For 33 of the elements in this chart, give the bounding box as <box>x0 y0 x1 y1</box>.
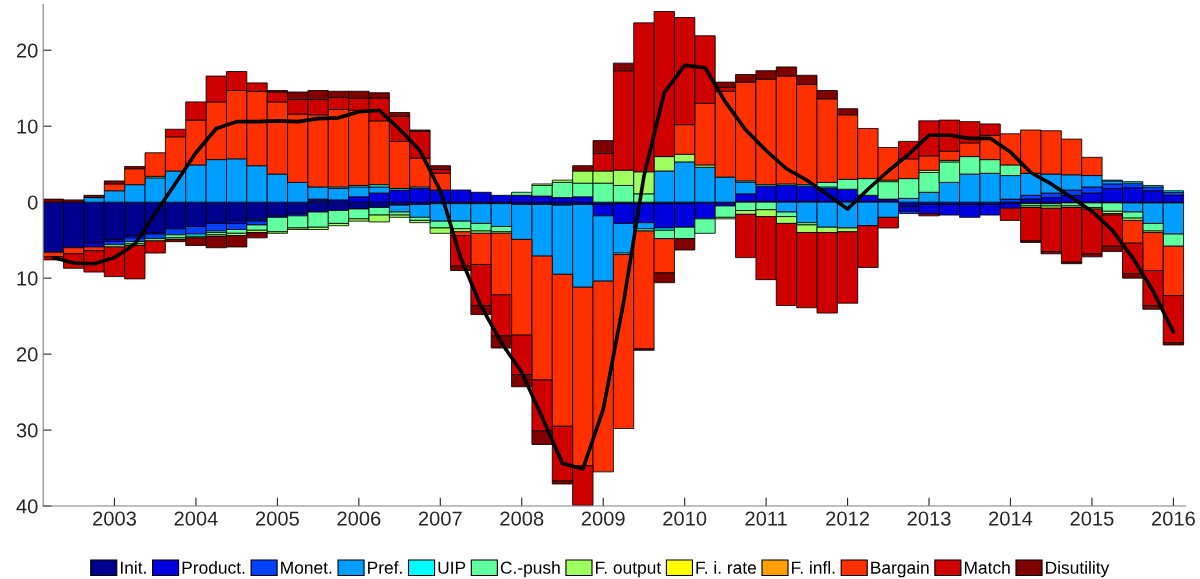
legend-label: Disutility <box>1046 561 1110 578</box>
y-tick-label: 0 <box>27 195 38 210</box>
x-tick-label: 2004 <box>174 511 218 526</box>
y-tick-label: 20 <box>16 43 38 58</box>
legend-label: Product. <box>182 561 245 574</box>
x-tick-label: 2015 <box>1070 511 1114 526</box>
legend-label: UIP <box>438 561 466 574</box>
y-tick-label: 10 <box>17 271 38 286</box>
legend-label: F. output <box>596 561 662 578</box>
x-tick-label: 2016 <box>1152 511 1195 526</box>
x-tick-label: 2003 <box>93 511 136 526</box>
x-tick-label: 2014 <box>989 511 1033 526</box>
legend-label: Match <box>964 561 1010 574</box>
x-tick-label: 2011 <box>745 511 787 526</box>
legend-label: Bargain <box>871 561 929 578</box>
legend-label: F. i. rate <box>696 561 757 574</box>
x-tick-label: 2010 <box>663 511 707 526</box>
legend-label: Init. <box>120 561 146 574</box>
x-tick-label: 2007 <box>418 511 462 526</box>
legend-label: Pref. <box>368 561 402 574</box>
x-tick-label: 2008 <box>500 511 544 526</box>
legend-label: Monet. <box>281 561 332 574</box>
x-tick-label: 2013 <box>907 511 951 526</box>
y-tick-label: 40 <box>16 499 38 514</box>
y-tick-label: 30 <box>16 423 38 438</box>
x-tick-label: 2005 <box>256 511 299 526</box>
y-tick-label: 10 <box>17 119 38 134</box>
legend-label: F. infl. <box>792 561 835 574</box>
legend-label: C.-push <box>500 561 560 578</box>
y-tick-label: 20 <box>16 347 38 362</box>
x-tick-label: 2009 <box>581 511 625 526</box>
x-tick-label: 2012 <box>826 511 869 526</box>
x-tick-label: 2006 <box>337 511 381 526</box>
